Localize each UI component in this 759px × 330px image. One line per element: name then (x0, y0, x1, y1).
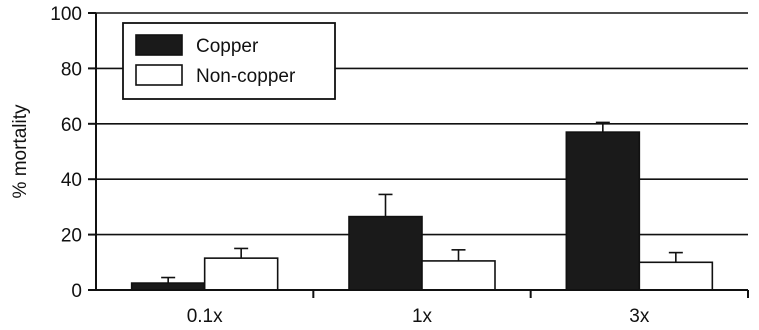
x-tick-label-2: 3x (629, 306, 650, 327)
legend-swatch-0 (135, 34, 183, 56)
y-axis-label: % mortality (10, 104, 31, 198)
bar-group (130, 121, 714, 291)
bar-1-0 (203, 257, 279, 291)
bar-1-2 (638, 261, 714, 291)
y-tick-label-3: 60 (61, 115, 82, 136)
legend-label-1: Non-copper (196, 66, 296, 87)
axes (88, 12, 749, 298)
legend-swatch-1 (135, 64, 183, 86)
bar-0-0 (130, 282, 206, 291)
bar-0-1 (348, 215, 423, 291)
y-tick-label-4: 80 (61, 59, 82, 80)
x-tick-label-0: 0.1x (187, 306, 223, 327)
y-tick-label-0: 0 (71, 281, 82, 302)
bar-1-1 (421, 260, 496, 291)
legend: Copper Non-copper (122, 22, 336, 100)
y-tick-labels: 0 20 40 60 80 100 (50, 4, 82, 302)
x-tick-labels: 0.1x 1x 3x (187, 306, 650, 327)
x-tick-label-1: 1x (412, 306, 433, 327)
legend-label-0: Copper (196, 36, 259, 57)
bar-0-2 (565, 131, 641, 291)
y-tick-label-2: 40 (61, 170, 82, 191)
y-tick-label-1: 20 (61, 226, 82, 247)
y-tick-label-5: 100 (50, 4, 82, 25)
